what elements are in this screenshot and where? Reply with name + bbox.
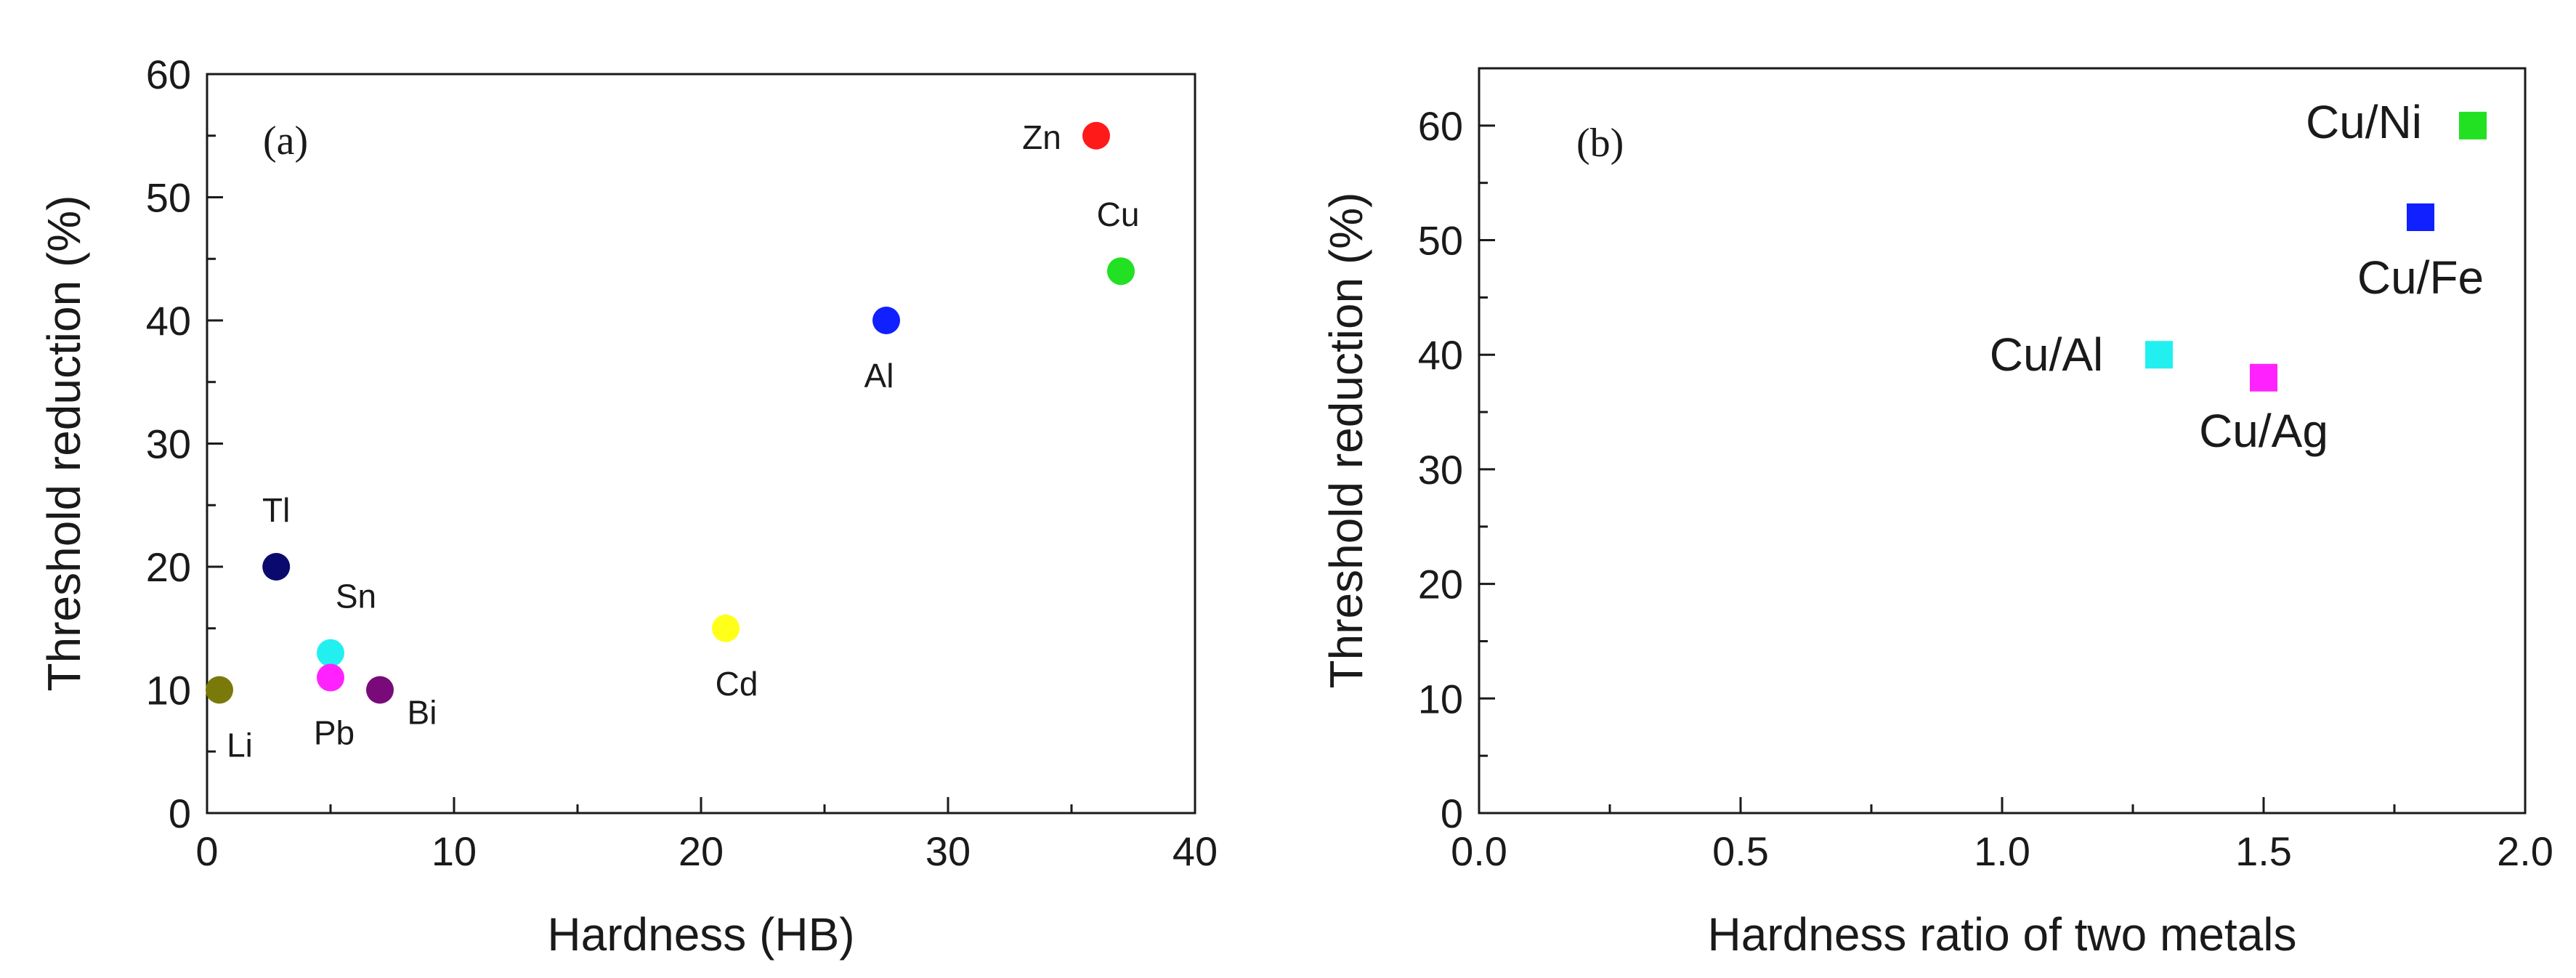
y-tick-label: 20 xyxy=(1418,562,1463,607)
point-pb xyxy=(317,663,344,692)
point-cd xyxy=(712,614,740,642)
point-label-li: Li xyxy=(227,727,253,764)
y-tick-label: 40 xyxy=(1418,332,1463,378)
point-label-sn: Sn xyxy=(336,578,376,615)
panel-a-points: Zn Cu Al Tl Sn Pb Bi Li Cd xyxy=(206,118,1139,764)
panel-b-x-ticks: 0.0 0.5 1.0 1.5 2.0 xyxy=(1451,797,2553,874)
panel-b-tag: (b) xyxy=(1576,121,1624,166)
x-tick-label: 20 xyxy=(679,828,724,874)
y-tick-label: 20 xyxy=(146,544,191,590)
panel-a-plot-frame xyxy=(206,73,1196,815)
panel-a-tag: (a) xyxy=(263,118,308,163)
y-tick-label: 10 xyxy=(1418,676,1463,722)
y-tick-label: 60 xyxy=(146,52,191,97)
y-tick-label: 50 xyxy=(146,175,191,221)
y-tick-label: 10 xyxy=(146,668,191,714)
point-tl xyxy=(262,553,291,581)
x-tick-label: 30 xyxy=(926,828,971,874)
panel-b-y-ticks: 0 10 20 30 40 50 60 xyxy=(1418,103,1495,836)
x-tick-label: 1.0 xyxy=(1974,828,2030,874)
panel-a-x-axis-title: Hardness (HB) xyxy=(547,908,854,961)
panel-b-plot-frame xyxy=(1478,67,2527,815)
point-bi xyxy=(366,676,394,704)
point-cu-al xyxy=(2145,341,2173,369)
point-sn xyxy=(317,639,344,667)
point-cu-ni xyxy=(2459,111,2487,140)
panel-a-y-axis-title: Threshold reduction (%) xyxy=(38,195,90,692)
point-cu-ag xyxy=(2250,363,2277,392)
y-tick-label: 60 xyxy=(1418,103,1463,149)
point-cu xyxy=(1107,257,1135,286)
point-label-cd: Cd xyxy=(716,665,758,703)
point-label-bi: Bi xyxy=(408,694,437,732)
panel-b-x-axis-title: Hardness ratio of two metals xyxy=(1708,908,2297,961)
point-cu-fe xyxy=(2407,203,2434,231)
point-label-tl: Tl xyxy=(262,491,290,529)
panel-a-y-ticks: 0 10 20 30 40 50 60 xyxy=(146,52,223,836)
point-zn xyxy=(1082,121,1110,150)
point-label-zn: Zn xyxy=(1022,118,1061,156)
point-label-cu-al: Cu/Al xyxy=(1990,328,2104,381)
point-li xyxy=(206,676,233,704)
point-label-cu-ni: Cu/Ni xyxy=(2306,96,2422,148)
point-label-cu: Cu xyxy=(1097,195,1140,233)
panel-b-points: Cu/Ni Cu/Fe Cu/Al Cu/Ag xyxy=(1990,96,2487,457)
x-tick-label: 0 xyxy=(195,828,218,874)
y-tick-label: 30 xyxy=(146,421,191,467)
x-tick-label: 10 xyxy=(432,828,477,874)
y-tick-label: 50 xyxy=(1418,218,1463,264)
x-tick-label: 2.0 xyxy=(2497,828,2553,874)
y-tick-label: 0 xyxy=(1441,791,1463,836)
x-tick-label: 0.0 xyxy=(1451,828,1507,874)
x-tick-label: 1.5 xyxy=(2235,828,2292,874)
panel-a-hardness-chart: (a) 0 10 20 30 40 0 10 20 30 40 50 60 Zn Cu Al Tl Sn Pb… xyxy=(38,52,1218,961)
point-label-cu-fe: Cu/Fe xyxy=(2357,251,2484,304)
y-tick-label: 30 xyxy=(1418,447,1463,493)
x-tick-label: 0.5 xyxy=(1712,828,1769,874)
y-tick-label: 0 xyxy=(169,791,191,836)
point-label-al: Al xyxy=(864,357,894,395)
point-label-cu-ag: Cu/Ag xyxy=(2199,405,2328,457)
x-tick-label: 40 xyxy=(1172,828,1218,874)
panel-b-y-axis-title: Threshold reduction (%) xyxy=(1320,193,1372,689)
y-tick-label: 40 xyxy=(146,298,191,344)
point-label-pb: Pb xyxy=(314,714,355,752)
point-al xyxy=(872,307,900,334)
panel-a-x-ticks: 0 10 20 30 40 xyxy=(195,797,1218,874)
